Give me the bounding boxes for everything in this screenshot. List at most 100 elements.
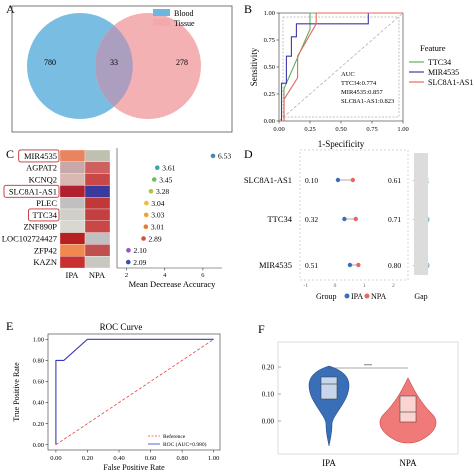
panel-d-legend-title: Group <box>316 292 336 301</box>
ipa-value: 0.51 <box>305 261 318 270</box>
box-ipa <box>320 376 338 400</box>
importance-label: 6.53 <box>218 152 231 161</box>
panel-b-xlabel: 1-Specificity <box>318 139 365 149</box>
heatmap-cell <box>59 149 86 162</box>
roc-curve <box>55 338 214 445</box>
x-tick-label: 0.80 <box>176 455 187 462</box>
legend-reference-label: Reference <box>163 433 186 440</box>
x-tick-label: 0.40 <box>113 455 124 462</box>
x-tick-label: 1.00 <box>208 455 219 462</box>
venn-count-blood: 780 <box>44 58 56 67</box>
heatmap-col-ipa: IPA <box>66 270 80 280</box>
y-tick-label: 0.80 <box>33 358 44 365</box>
legend-ttc34-label: TTC34 <box>428 58 451 67</box>
y-tick-label: 0.20 <box>262 364 275 372</box>
y-tick-label: 0.60 <box>33 379 44 386</box>
auc-mir4535: MIR4535:0.857 <box>341 89 383 96</box>
y-tick-label: 0.20 <box>33 421 44 428</box>
panel-b-letter: B <box>244 2 252 16</box>
heatmap-cell <box>84 197 111 210</box>
importance-dot <box>148 189 154 194</box>
panel-e-xlabel: False Positive Rate <box>103 463 165 472</box>
importance-label: 2.89 <box>149 234 162 243</box>
gene-highlight-box <box>18 149 60 163</box>
x-tick-label: 0.00 <box>50 455 61 462</box>
x-tick-label: 0.50 <box>335 126 346 133</box>
panel-b-y-ticks: 0.00 0.25 0.50 0.75 1.00 <box>264 10 279 125</box>
panel-c-heatmap <box>59 149 111 269</box>
gene-label: ZFP42 <box>34 245 57 255</box>
panel-f-y-ticks: 0.00 0.10 0.20 <box>262 364 281 426</box>
importance-label: 3.01 <box>151 223 164 232</box>
panel-a-frame <box>11 5 233 133</box>
panel-e-roc-lines <box>55 338 214 446</box>
importance-label: 2.10 <box>133 246 146 255</box>
panel-b-diagonal <box>278 12 404 122</box>
gene-highlight-box <box>28 208 60 222</box>
panel-a-letter: A <box>6 2 15 16</box>
dumbbell-gene-label: SLC8A1-AS1 <box>244 175 292 185</box>
importance-dot <box>143 212 149 218</box>
panel-c-x-ticks: 2 4 6 <box>125 268 205 279</box>
panel-f: F 0.00 0.10 0.20 **** IPA NPA <box>258 322 459 468</box>
x-tick-label: 6 <box>201 272 205 279</box>
heatmap-cell <box>84 208 111 221</box>
category-ipa-label: IPA <box>322 458 336 468</box>
ipa-dot <box>347 262 353 268</box>
npa-dot <box>356 262 361 268</box>
npa-dot <box>350 177 356 183</box>
importance-label: 3.28 <box>156 187 169 196</box>
heatmap-cell <box>59 173 86 186</box>
auc-title: AUC <box>341 71 355 78</box>
legend-mir4535-label: MIR4535 <box>428 68 459 77</box>
panel-d-letter: D <box>244 147 253 161</box>
x-tick-label: -1 <box>304 283 309 289</box>
panel-e-letter: E <box>6 319 13 333</box>
panel-d-x-ticks: -1 0 1 2 <box>304 283 395 289</box>
heatmap-cell <box>84 185 111 198</box>
importance-dot <box>126 248 131 253</box>
heatmap-col-npa: NPA <box>89 270 106 280</box>
importance-dot <box>151 177 157 182</box>
panel-b-inner-frame <box>282 16 400 118</box>
legend-blood-swatch <box>153 9 170 16</box>
heatmap-cell <box>59 208 86 221</box>
reference-line <box>55 338 214 446</box>
panel-b-legend-title: Feature <box>420 43 446 53</box>
violin-ipa <box>308 365 350 447</box>
panel-d-plot-area <box>299 149 409 281</box>
legend-slc8a1-label: SLC8A1-AS1 <box>428 78 473 87</box>
heatmap-cell <box>59 197 86 210</box>
x-tick-label: 0.20 <box>82 455 93 462</box>
gene-label: KAZN <box>33 257 57 267</box>
heatmap-cell <box>84 173 111 186</box>
legend-ipa-label: IPA <box>351 292 363 301</box>
panel-c-xlabel: Mean Decrease Accuracy <box>129 279 217 289</box>
y-tick-label: 1.00 <box>264 10 275 17</box>
heatmap-cell <box>59 161 86 174</box>
heatmap-cell <box>84 149 111 162</box>
dumbbell-gene-label: TTC34 <box>267 214 292 224</box>
gene-label: PLEC <box>36 198 57 208</box>
gap-column <box>414 153 428 275</box>
panel-f-letter: F <box>258 322 265 336</box>
x-tick-label: 2 <box>125 272 128 279</box>
panel-e-x-ticks: 0.00 0.20 0.40 0.60 0.80 1.00 <box>50 450 219 462</box>
legend-ipa-dot <box>344 293 350 299</box>
legend-npa-dot <box>364 293 370 299</box>
x-tick-label: 0 <box>334 283 337 289</box>
venn-count-tissue: 278 <box>176 58 188 67</box>
dumbbell-gene-label: MIR4535 <box>259 260 292 270</box>
importance-label: 2.09 <box>133 258 146 267</box>
heatmap-cell <box>59 232 86 245</box>
legend-tissue-label: Tissue <box>174 19 195 28</box>
x-tick-label: 1.00 <box>397 126 408 133</box>
significance-label: **** <box>364 363 372 368</box>
gene-label: KCNQ2 <box>29 175 57 185</box>
box-npa <box>399 395 417 423</box>
importance-dot <box>141 236 146 241</box>
heatmap-cell <box>84 220 111 233</box>
x-tick-label: 0.75 <box>366 126 377 133</box>
